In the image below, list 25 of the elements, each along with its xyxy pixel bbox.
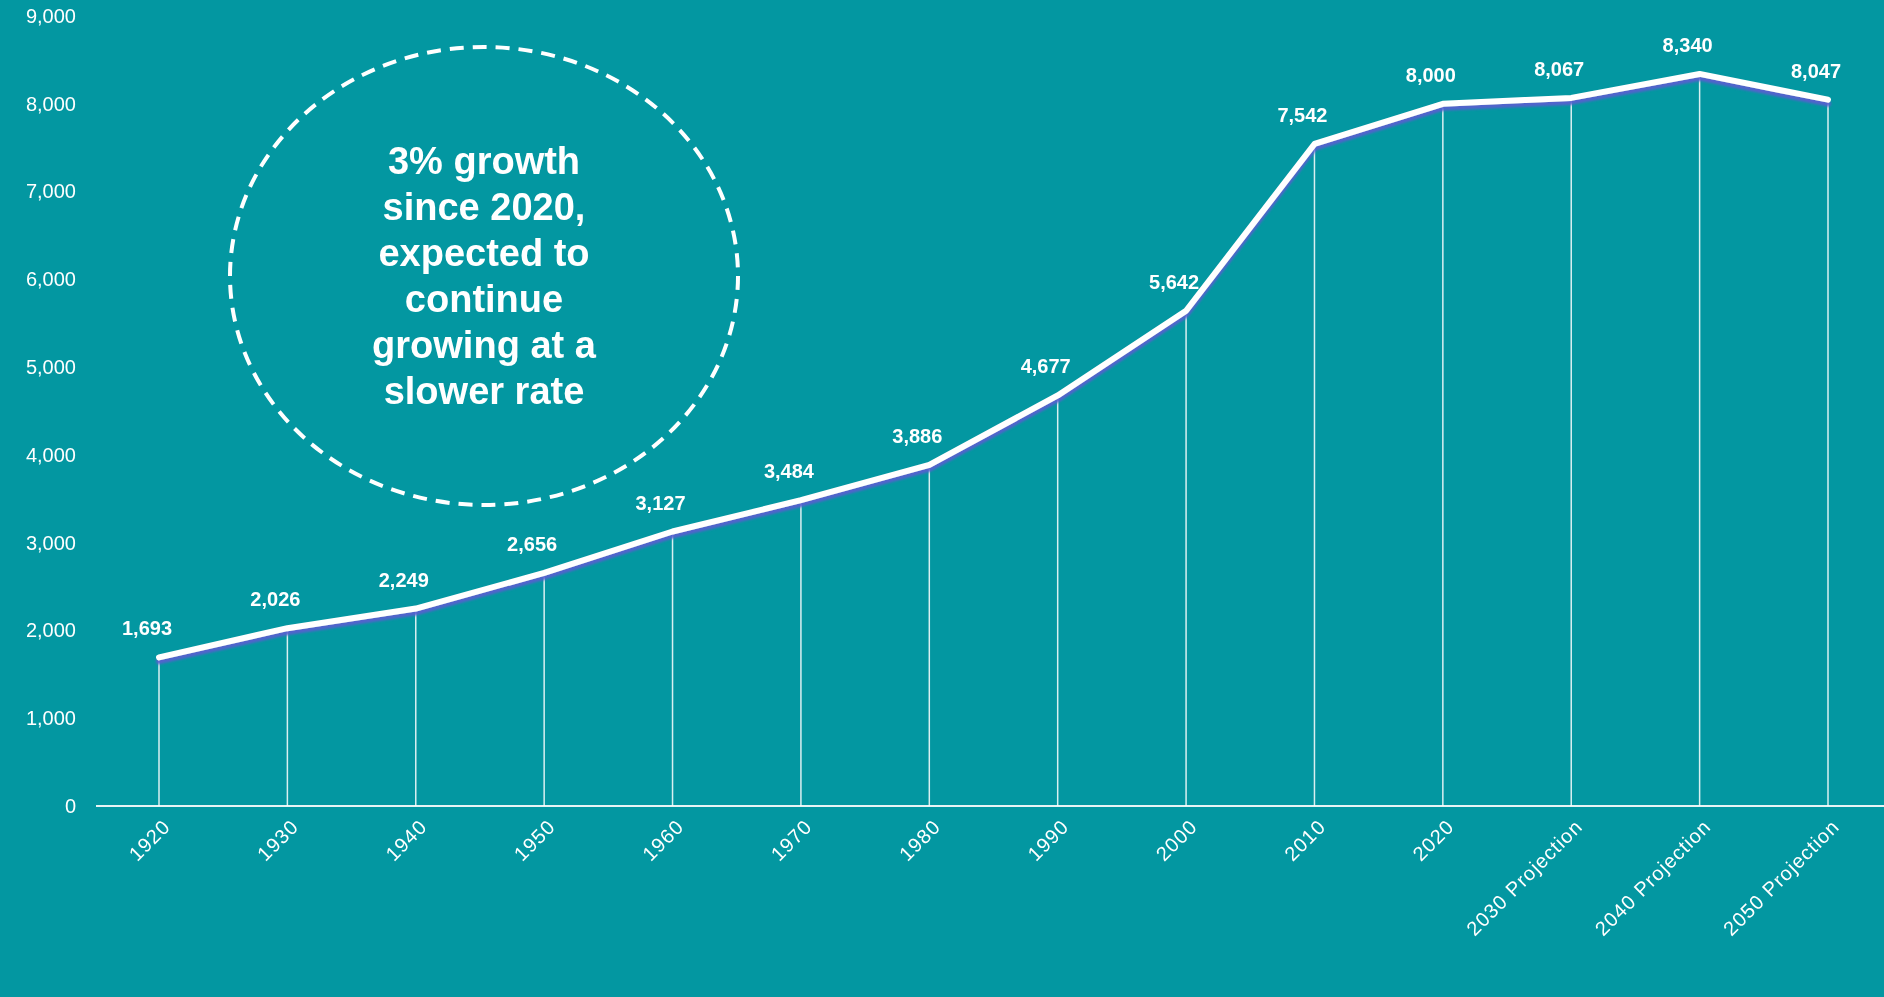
y-tick-label: 0 — [64, 794, 76, 817]
y-tick-label: 1,000 — [25, 707, 76, 730]
y-tick-label: 2,000 — [25, 619, 76, 642]
annotation: 3% growth since 2020, expected to continue growing at a slower rate — [372, 140, 597, 412]
data-label: 1,693 — [121, 617, 173, 640]
data-label: 5,642 — [1149, 270, 1200, 293]
data-label: 8,000 — [1405, 63, 1456, 86]
data-label: 2,656 — [507, 532, 558, 555]
y-tick-label: 3,000 — [25, 531, 76, 554]
data-label: 2,026 — [250, 588, 301, 611]
data-label: 3,886 — [892, 424, 943, 447]
data-label: 8,340 — [1662, 33, 1713, 56]
y-tick-label: 5,000 — [25, 356, 76, 379]
y-tick-label: 4,000 — [25, 443, 76, 466]
data-label: 7,542 — [1277, 103, 1328, 126]
data-label: 3,127 — [635, 491, 686, 514]
data-label: 2,249 — [378, 568, 429, 591]
data-label: 3,484 — [763, 460, 815, 483]
y-tick-label: 8,000 — [25, 92, 76, 115]
y-tick-label: 7,000 — [25, 180, 76, 203]
data-label: 8,067 — [1534, 57, 1585, 80]
y-tick-label: 9,000 — [25, 4, 76, 27]
data-label: 8,047 — [1790, 59, 1842, 82]
data-label: 4,677 — [1020, 355, 1071, 378]
y-tick-label: 6,000 — [25, 268, 76, 291]
